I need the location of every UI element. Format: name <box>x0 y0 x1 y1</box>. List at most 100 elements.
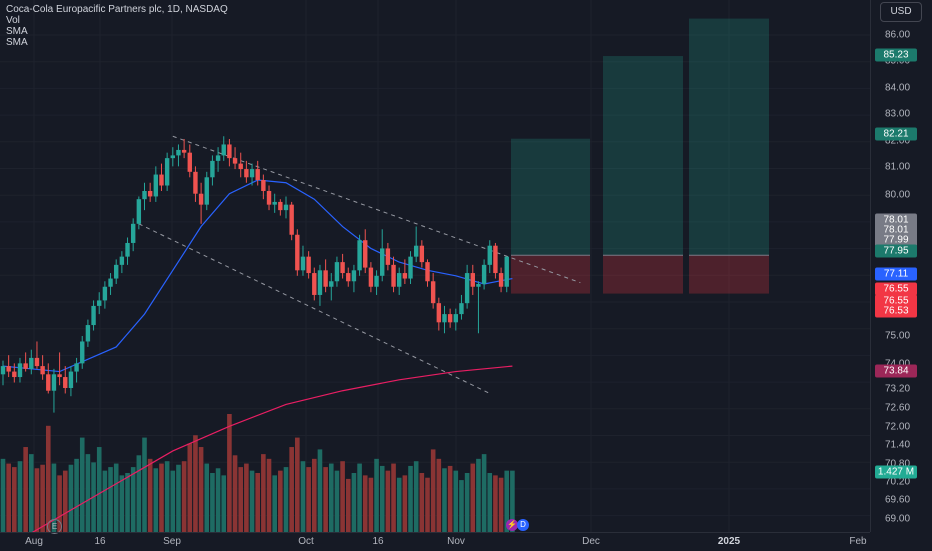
candle-body <box>227 144 232 159</box>
price-tick: 75.00 <box>885 330 911 342</box>
candle-body <box>215 155 221 161</box>
volume-bar <box>306 467 311 532</box>
candle-body <box>204 177 209 205</box>
candle-body <box>397 273 402 287</box>
candle-body <box>346 273 351 282</box>
volume-bar <box>447 465 453 532</box>
volume-bar <box>510 470 515 532</box>
candle-body <box>159 174 164 186</box>
volume-bar <box>362 475 368 532</box>
candle-body <box>504 256 509 287</box>
candle-body <box>323 270 328 287</box>
volume-bar <box>85 454 91 532</box>
volume-bar <box>272 475 277 532</box>
candle-body <box>266 190 272 205</box>
volume-bar <box>430 449 436 532</box>
lower-trendline <box>138 223 490 394</box>
volume-bar <box>170 470 176 532</box>
volume-bar <box>164 461 170 532</box>
volume-bar <box>102 470 108 532</box>
currency-button[interactable]: USD <box>880 2 922 22</box>
volume-bar <box>493 475 498 532</box>
legend-sma-2[interactable]: SMA <box>6 37 28 48</box>
volume-bar <box>487 473 493 532</box>
volume-bar <box>119 475 125 532</box>
candle-body <box>289 204 294 235</box>
price-badge: 78.01 <box>875 223 917 237</box>
candle-body <box>34 357 40 367</box>
volume-bar <box>413 461 419 532</box>
candle-body <box>391 264 396 287</box>
candle-body <box>261 180 266 191</box>
candle-body <box>187 152 192 172</box>
volume-bar <box>266 458 272 532</box>
volume-bar <box>221 475 227 532</box>
time-label: 16 <box>94 536 106 547</box>
candle-body <box>374 275 379 287</box>
candle-body <box>283 204 289 211</box>
earnings-badge[interactable]: E <box>47 519 62 534</box>
profit-zone <box>689 18 769 256</box>
price-badge: 77.11 <box>875 267 917 281</box>
volume-bar <box>29 454 34 532</box>
candle-body <box>51 374 57 391</box>
candle-body <box>300 256 306 271</box>
sma-slow-line <box>30 365 513 534</box>
volume-bar <box>453 470 459 532</box>
candle-body <box>57 374 62 378</box>
volume-bar <box>215 468 221 532</box>
volume-bar <box>79 437 85 532</box>
volume-bar <box>12 467 17 532</box>
candle-body <box>419 245 425 263</box>
volume-bar <box>130 467 136 532</box>
time-label: 2025 <box>717 536 741 547</box>
volume-bar <box>193 435 198 532</box>
candle-body <box>312 273 317 295</box>
candle-body <box>119 256 125 265</box>
candle-body <box>464 273 470 304</box>
time-label: Sep <box>163 536 181 547</box>
legend-vol[interactable]: Vol <box>6 15 20 26</box>
volume-bar <box>379 465 385 532</box>
volume-bar <box>283 467 289 532</box>
volume-bar <box>249 470 255 532</box>
price-badge: 76.55 <box>875 282 917 296</box>
volume-bar <box>317 449 323 532</box>
chart-canvas[interactable] <box>0 0 870 534</box>
time-label: 16 <box>372 536 384 547</box>
volume-bar <box>504 470 510 532</box>
time-axis[interactable]: Aug 16 Sep Oct 16 Nov Dec 2025 Feb <box>0 532 870 551</box>
candle-body <box>459 303 464 315</box>
volume-bar <box>312 458 317 532</box>
volume-bar <box>142 437 147 532</box>
candle-body <box>363 240 368 268</box>
candle-body <box>63 377 68 388</box>
price-axis[interactable]: USD 86.0085.0084.0083.0082.0081.0080.007… <box>870 0 932 532</box>
candle-body <box>80 341 85 364</box>
candle-body <box>317 270 323 295</box>
volume-bar <box>244 463 249 532</box>
volume-bar <box>74 458 79 532</box>
loss-zone <box>603 255 683 294</box>
price-chart[interactable]: Coca-Cola Europacific Partners plc, 1D, … <box>0 0 870 534</box>
candle-body <box>198 193 204 205</box>
chart-legend: Coca-Cola Europacific Partners plc, 1D, … <box>6 4 228 48</box>
candle-body <box>385 248 391 265</box>
volume-bar <box>278 470 283 532</box>
price-badge: 78.01 <box>875 213 917 227</box>
volume-bar <box>334 470 340 532</box>
sma-fast-line <box>2 179 513 373</box>
time-label: Nov <box>447 536 465 547</box>
legend-symbol[interactable]: Coca-Cola Europacific Partners plc, 1D, … <box>6 4 228 15</box>
loss-zone <box>689 255 769 294</box>
dividend-badge[interactable]: D <box>517 519 529 531</box>
candle-body <box>40 366 45 375</box>
price-tick: 70.20 <box>885 476 911 488</box>
legend-sma-1[interactable]: SMA <box>6 26 28 37</box>
candle-body <box>164 158 170 186</box>
volume-bar <box>136 455 142 532</box>
candle-body <box>306 256 311 274</box>
price-badge: 77.99 <box>875 233 917 247</box>
lightning-icon[interactable]: ⚡ <box>506 519 518 531</box>
volume-bar <box>45 425 51 532</box>
